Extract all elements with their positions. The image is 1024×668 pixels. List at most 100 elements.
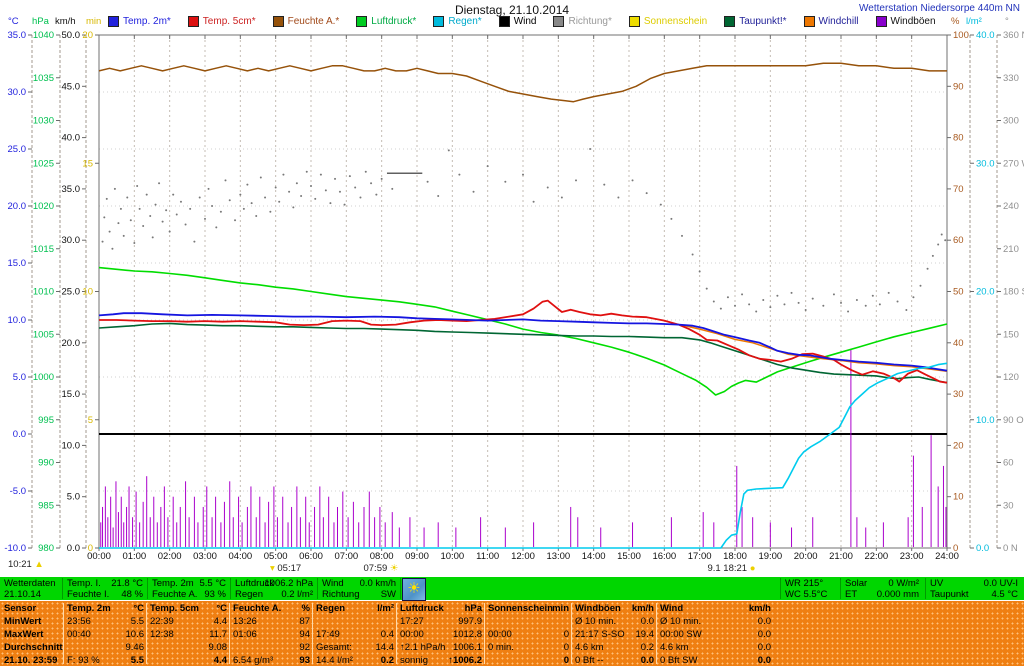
table-cell-value: km/h (748, 603, 771, 614)
table-cell: MaxWert (2, 629, 62, 642)
status-value: 0.2 l/m² (281, 589, 313, 600)
axis-tick-label: 35.0 (8, 30, 27, 41)
axis-tick-label: 25.0 (62, 287, 81, 298)
wind-direction-dot (288, 190, 291, 193)
axis-tick-label: 1030 (33, 116, 54, 127)
legend-swatch-icon (875, 16, 887, 27)
series-windchill (681, 324, 948, 373)
status-divider (925, 578, 926, 599)
table-cell-value: 93 (299, 655, 310, 666)
legend-swatch-icon (553, 16, 565, 27)
sun-icon: ☀ (402, 578, 426, 601)
table-cell (486, 616, 571, 629)
wind-direction-dot (905, 309, 908, 312)
table-cell: Ø 10 min. 0.0 (573, 616, 656, 629)
axis-tick-label: -10.0 (4, 543, 26, 554)
x-axis-label: 19:00 (758, 551, 782, 562)
legend-label: Regen* (448, 16, 482, 27)
wind-direction-dot (215, 226, 218, 229)
wind-direction-dot (305, 170, 308, 173)
status-label: Regen (235, 589, 263, 600)
wind-direction-dot (486, 165, 489, 168)
wind-direction-dot (822, 304, 825, 307)
legend-item: Regen* (433, 16, 482, 27)
legend-label: Windböen (890, 16, 936, 27)
legend-swatch-icon (108, 16, 119, 27)
wind-direction-dot (117, 222, 120, 225)
table-cell-value: 0.0 (757, 629, 771, 640)
wind-direction-dot (119, 207, 122, 210)
table-cell-value: 0.0 (640, 616, 654, 627)
axis-tick-label: 1035 (33, 73, 54, 84)
axis-tick-label: 40.0 (62, 133, 81, 144)
wind-direction-dot (126, 196, 129, 199)
table-divider (484, 603, 485, 664)
axis-tick-label: 60 (953, 235, 964, 246)
axis-tick-label: 360 N (1003, 30, 1024, 41)
table-cell (314, 616, 396, 629)
table-cell-value: 92 (299, 642, 310, 653)
axis-tick-label: 5.0 (13, 372, 26, 383)
axis-tick-label: 10.0 (62, 440, 81, 451)
wind-direction-dot (912, 296, 915, 299)
status-value: 5.5 °C (199, 578, 226, 589)
axis-tick-label: 90 (953, 81, 964, 92)
axis-tick-label: 30.0 (8, 87, 27, 98)
wind-direction-dot (111, 247, 114, 250)
wind-direction-dot (145, 193, 148, 196)
wind-direction-dot (797, 301, 800, 304)
status-cell: Temp. 2m 5.5 °C Feuchte A. 93 % (150, 578, 228, 600)
axis-tick-label: 30 (953, 389, 964, 400)
axis-tick-label: 240 (1003, 201, 1019, 212)
table-cell-text: 0 min. (488, 642, 514, 653)
wind-direction-dot (264, 196, 267, 199)
table-cell: 0 Bft -- 0.0 (573, 655, 656, 668)
x-axis-label: 11:00 (476, 551, 499, 562)
table-cell: sonnig ↑1006.2 (398, 655, 484, 668)
table-cell-text: 00:00 SW (660, 629, 702, 640)
table-divider (571, 603, 572, 664)
axis-tick-label: 1000 (33, 372, 54, 383)
wind-direction-dot (101, 240, 104, 243)
wind-direction-dot (122, 234, 125, 237)
wind-direction-dot (193, 240, 196, 243)
x-axis-label: 00:00 (87, 551, 111, 562)
table-cell-value: 94 (299, 629, 310, 640)
wind-direction-dot (172, 193, 175, 196)
status-cell: Luftdruck 1006.2 hPa Regen 0.2 l/m² (233, 578, 315, 600)
status-value: 0.000 mm (876, 589, 919, 600)
status-label: Luftdruck (235, 578, 275, 589)
table-cell-text: Wind (660, 603, 684, 614)
status-cell: UV 0.0 UV-I Taupunkt 4.5 °C (928, 578, 1020, 600)
table-cell: 9.08 (148, 642, 229, 655)
status-cell: Wind 0.0 km/h Richtung SW (320, 578, 398, 600)
series-regen (99, 362, 948, 549)
x-axis-label: 13:00 (546, 551, 570, 562)
status-label: Wind (322, 578, 344, 589)
axis-tick-label: 180 S (1003, 287, 1024, 298)
axis-tick-label: 20.0 (62, 338, 81, 349)
wind-direction-dot (691, 253, 694, 256)
x-axis-label: 18:00 (723, 551, 747, 562)
axis-tick-label: 20.0 (8, 201, 27, 212)
wind-direction-dot (239, 193, 242, 196)
wind-direction-dot (179, 200, 182, 203)
table-cell-text: 21.10. 23:59 (4, 655, 58, 666)
wind-direction-dot (855, 299, 858, 302)
legend-item: Wind (498, 16, 536, 27)
table-cell-value: 0.4 (380, 629, 394, 640)
table-cell-value: 0 (563, 642, 569, 653)
status-cell: Temp. I. 21.8 °C Feuchte I. 48 % (65, 578, 145, 600)
wind-direction-dot (319, 173, 322, 176)
table-cell-text: Temp. 5cm (150, 603, 199, 614)
table-cell-text: Windböen (575, 603, 621, 614)
table-divider (396, 603, 397, 664)
table-cell-value: km/h (631, 603, 654, 614)
x-axis-label: 09:00 (405, 551, 429, 562)
wind-direction-dot (919, 284, 922, 287)
table-cell-value: 0.0 (757, 616, 771, 627)
x-axis-label: 14:00 (582, 551, 606, 562)
table-cell-value: °C (216, 603, 227, 614)
